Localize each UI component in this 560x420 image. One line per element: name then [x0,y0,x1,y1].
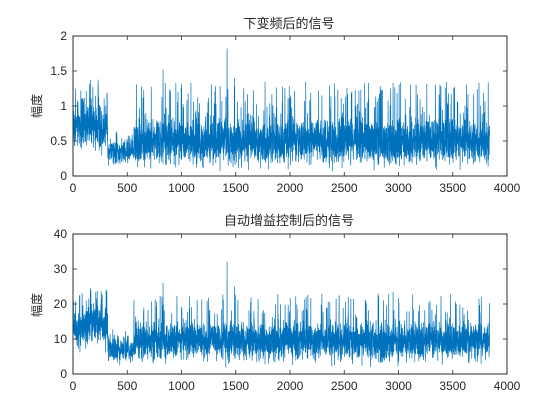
x-tick-label: 1500 [222,181,249,195]
y-tick-label: 40 [54,227,68,241]
x-tick-label: 3500 [439,181,466,195]
y-tick-label: 0.5 [50,134,67,148]
x-tick-label: 3000 [385,379,412,393]
x-tick-label: 0 [70,181,77,195]
subplot-bottom: 自动增益控制后的信号 幅度 0 500 1000 1500 2000 2500 3000 35… [29,213,521,393]
x-tick-label: 2500 [331,181,358,195]
x-tick-label: 4000 [494,379,521,393]
x-tick-label: 4000 [494,181,521,195]
x-tick-label: 3500 [439,379,466,393]
y-tick-label: 20 [54,297,68,311]
y-tick-label: 0 [60,367,67,381]
x-tick-label: 1000 [168,181,195,195]
y-tick-label: 1 [60,99,67,113]
x-tick-label: 0 [70,379,77,393]
signal-trace [72,48,490,171]
y-tick-label: 1.5 [50,64,67,78]
x-tick-label: 2000 [277,181,304,195]
signal-trace [72,261,490,368]
y-tick-label: 10 [54,332,68,346]
y-tick-label: 30 [54,262,68,276]
y-tick-label: 0 [60,169,67,183]
x-tick-label: 500 [117,181,137,195]
y-axis-label: 幅度 [29,293,44,317]
x-tick-label: 1500 [222,379,249,393]
chart-title: 自动增益控制后的信号 [224,213,354,229]
x-tick-label: 3000 [385,181,412,195]
chart-title: 下变频后的信号 [243,16,334,32]
y-tick-label: 2 [60,29,67,43]
x-tick-label: 500 [117,379,137,393]
subplot-top: 下变频后的信号 幅度 0 500 1000 1500 2000 2500 3000 3500 4… [29,16,521,195]
x-tick-label: 2500 [331,379,358,393]
x-tick-label: 1000 [168,379,195,393]
y-axis-label: 幅度 [29,94,44,118]
x-tick-label: 2000 [277,379,304,393]
